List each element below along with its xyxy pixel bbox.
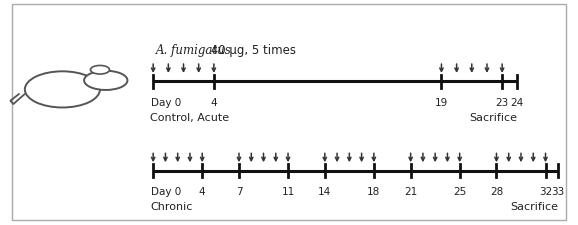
Text: 4: 4 bbox=[210, 97, 217, 107]
Text: 24: 24 bbox=[511, 97, 524, 107]
Text: Control, Acute: Control, Acute bbox=[150, 112, 229, 122]
Text: 33: 33 bbox=[551, 186, 564, 196]
Ellipse shape bbox=[25, 72, 100, 108]
Text: 28: 28 bbox=[490, 186, 503, 196]
Text: 19: 19 bbox=[435, 97, 448, 107]
Text: Day 0: Day 0 bbox=[151, 97, 181, 107]
Text: A. fumigatus: A. fumigatus bbox=[156, 44, 232, 57]
Text: 23: 23 bbox=[495, 97, 509, 107]
Text: 14: 14 bbox=[318, 186, 331, 196]
Text: Chronic: Chronic bbox=[150, 201, 192, 211]
Text: 40 μg, 5 times: 40 μg, 5 times bbox=[207, 44, 296, 57]
Ellipse shape bbox=[90, 66, 110, 75]
Text: 32: 32 bbox=[539, 186, 552, 196]
Text: 18: 18 bbox=[367, 186, 380, 196]
Text: Sacrifice: Sacrifice bbox=[469, 112, 517, 122]
Text: 4: 4 bbox=[199, 186, 206, 196]
Ellipse shape bbox=[84, 72, 128, 90]
Text: 25: 25 bbox=[453, 186, 466, 196]
Text: 21: 21 bbox=[404, 186, 417, 196]
Text: 7: 7 bbox=[236, 186, 242, 196]
Text: 11: 11 bbox=[281, 186, 295, 196]
Text: Day 0: Day 0 bbox=[151, 186, 181, 196]
Text: Sacrifice: Sacrifice bbox=[510, 201, 558, 211]
